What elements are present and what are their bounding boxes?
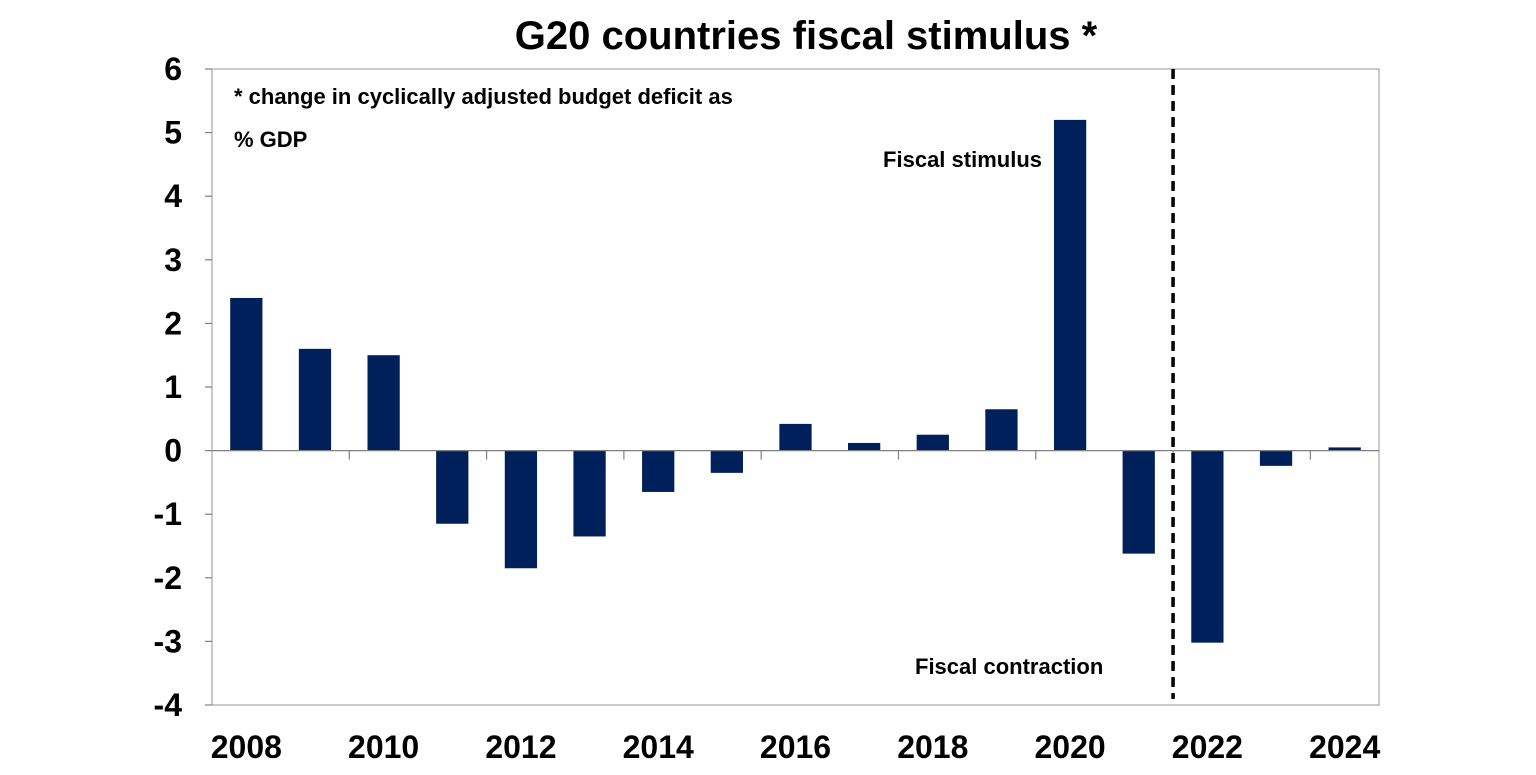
- bar-2022: [1191, 450, 1224, 643]
- bar-2010: [367, 355, 400, 451]
- bar-2021: [1122, 450, 1155, 554]
- annotation-fiscal-contraction: Fiscal contraction: [915, 654, 1103, 679]
- x-tick-label: 2018: [897, 729, 968, 765]
- chart-title: G20 countries fiscal stimulus *: [515, 14, 1098, 58]
- x-tick-label: 2016: [760, 729, 831, 765]
- x-tick-label: 2012: [485, 729, 556, 765]
- y-tick-label: 1: [164, 369, 182, 405]
- x-tick-label: 2010: [348, 729, 419, 765]
- bar-2019: [985, 409, 1018, 451]
- annotation-fiscal-stimulus: Fiscal stimulus: [883, 147, 1042, 172]
- footnote-line-1: * change in cyclically adjusted budget d…: [234, 84, 733, 109]
- y-tick-label: 6: [164, 51, 182, 87]
- y-tick-label: -2: [154, 560, 182, 596]
- footnote-line-2: % GDP: [234, 127, 307, 152]
- y-tick-label: -3: [154, 623, 182, 659]
- y-tick-label: -4: [154, 687, 183, 723]
- y-tick-label: -1: [154, 496, 182, 532]
- bar-2023: [1259, 450, 1293, 466]
- bar-2024: [1328, 447, 1361, 451]
- y-tick-label: 4: [164, 178, 182, 214]
- x-tick-label: 2014: [623, 729, 694, 765]
- y-axis: -4 -3 -2 -1 0 1 2 3 4 5 6: [154, 51, 212, 723]
- x-tick-label: 2024: [1309, 729, 1380, 765]
- x-axis: 2008 2010 2012 2014 2016 2018 2020 2022 2024: [211, 729, 1381, 765]
- x-tick-label: 2022: [1172, 729, 1243, 765]
- bar-2011: [436, 450, 469, 524]
- bar-2008: [230, 297, 263, 451]
- bar-2016: [779, 423, 812, 451]
- bar-2014: [642, 450, 675, 492]
- bar-2020: [1053, 119, 1087, 451]
- bar-2013: [573, 450, 606, 537]
- x-tick-label: 2008: [211, 729, 282, 765]
- y-tick-label: 2: [164, 305, 182, 341]
- bar-2012: [504, 450, 538, 569]
- y-tick-label: 5: [164, 115, 182, 151]
- bar-2018: [916, 434, 949, 451]
- bars: [230, 119, 1361, 643]
- y-tick-label: 3: [164, 242, 182, 278]
- bar-2015: [710, 450, 743, 473]
- y-tick-label: 0: [164, 433, 182, 469]
- bar-2009: [298, 348, 332, 451]
- bar-2017: [848, 442, 881, 451]
- x-tick-label: 2020: [1034, 729, 1105, 765]
